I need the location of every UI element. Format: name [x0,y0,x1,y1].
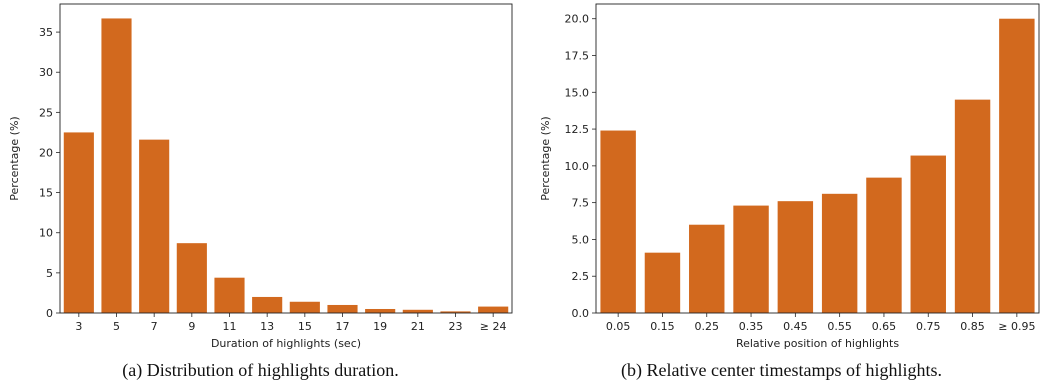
y-tick-label-8: 20.0 [565,13,590,26]
bar-5 [821,193,858,313]
x-tick-label-8: 19 [373,320,387,333]
y-tick-label-3: 15 [39,187,53,200]
x-tick-label-0: 0.05 [606,320,631,333]
bar-11 [478,306,509,313]
x-tick-label-8: 0.85 [960,320,985,333]
y-tick-label-1: 5 [46,267,53,280]
caption-duration: (a) Distribution of highlights duration. [122,360,399,380]
bar-2 [689,224,725,313]
bar-6 [289,301,320,313]
x-tick-label-5: 0.55 [827,320,852,333]
x-tick-label-4: 0.45 [783,320,808,333]
bar-8 [365,308,396,313]
plot-frame [595,3,1040,314]
y-axis-label: Percentage (%) [8,116,21,200]
x-tick-label-1: 0.15 [650,320,675,333]
x-tick-label-2: 7 [151,320,158,333]
x-tick-label-10: 23 [449,320,463,333]
x-tick-label-2: 0.25 [695,320,720,333]
y-tick-label-5: 12.5 [565,123,590,136]
bar-7 [910,155,946,313]
bar-0 [63,132,94,313]
bar-9 [999,18,1035,314]
bar-5 [252,296,283,313]
duration-histogram: 3 5 7 9 11 13 15 17 19 21 23 ≥ 2405101520253035Dura… [8,3,513,350]
x-tick-label-6: 0.65 [872,320,897,333]
y-tick-label-2: 5.0 [572,233,590,246]
x-tick-label-9: 21 [411,320,425,333]
bar-2 [139,139,170,313]
bar-3 [176,243,207,313]
x-tick-label-6: 15 [298,320,312,333]
x-tick-label-3: 9 [188,320,195,333]
y-tick-label-7: 17.5 [565,50,590,63]
plot-frame [59,3,513,314]
y-tick-label-6: 15.0 [565,86,590,99]
y-tick-label-2: 10 [39,227,53,240]
bar-1 [101,18,132,313]
x-axis-label: Relative position of highlights [736,337,899,350]
x-axis-label: Duration of highlights (sec) [211,337,361,350]
x-tick-label-7: 0.75 [916,320,941,333]
bar-3 [733,205,769,313]
chart-panel-position: 0.05 0.15 0.25 0.35 0.45 0.55 0.65 0.75 0.85 ≥ 0.… [521,0,1042,389]
bar-4 [777,201,814,313]
y-tick-label-3: 7.5 [572,197,590,210]
bar-0 [600,130,636,313]
x-tick-label-4: 11 [223,320,237,333]
caption-position: (b) Relative center timestamps of highli… [621,360,942,380]
y-axis-label: Percentage (%) [539,116,552,200]
y-tick-label-6: 30 [39,66,53,79]
bar-6 [866,177,902,313]
y-tick-label-4: 10.0 [565,160,590,173]
bar-8 [954,99,991,313]
x-tick-label-7: 17 [336,320,350,333]
x-tick-label-1: 5 [113,320,120,333]
bar-9 [402,309,433,313]
y-tick-label-0: 0 [46,307,53,320]
x-tick-label-11: ≥ 24 [480,320,507,333]
bar-1 [644,252,681,313]
y-tick-label-4: 20 [39,146,53,159]
y-tick-label-1: 2.5 [572,270,590,283]
x-tick-label-5: 13 [260,320,274,333]
position-histogram: 0.05 0.15 0.25 0.35 0.45 0.55 0.65 0.75 0.85 ≥ 0.… [539,3,1040,350]
y-tick-label-5: 25 [39,106,53,119]
y-tick-label-7: 35 [39,26,53,39]
bar-7 [327,304,358,313]
bar-10 [440,311,471,313]
y-tick-label-0: 0.0 [572,307,590,320]
x-tick-label-3: 0.35 [739,320,764,333]
bar-4 [214,277,245,313]
chart-panel-duration: 3 5 7 9 11 13 15 17 19 21 23 ≥ 24 0 5 10 15 20 25 30 35 Dura… [8,3,513,380]
x-tick-label-0: 3 [75,320,82,333]
x-tick-label-9: ≥ 0.95 [998,320,1035,333]
